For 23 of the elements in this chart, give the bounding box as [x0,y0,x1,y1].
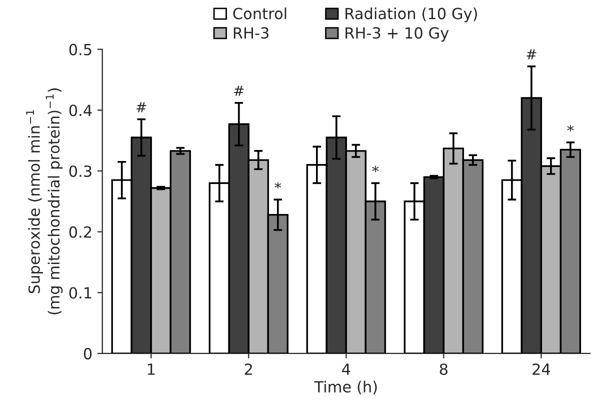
y-tick-label: 0.4 [69,104,92,116]
y-tick-label: 0.3 [69,165,92,177]
y-tick-label: 0.2 [69,226,92,238]
y-tick-label: 0.5 [69,44,92,56]
x-tick-label: 1 [148,364,155,375]
x-tick-label: 4 [342,364,350,375]
x-tick-label: 24 [532,363,550,375]
legend-label: RH-3 + 10 Gy [346,27,449,42]
annotation: # [234,86,244,96]
legend-label: RH-3 [234,27,268,39]
annotation: # [136,102,146,112]
text: Superoxide (nmol min$^{−1}$ (mg mitochondrial protein)$^{−1}$) [26,88,63,314]
x-tick-label: 2 [244,363,252,375]
x-axis-title: Time (h) [314,380,377,394]
legend-label: Control [233,7,286,20]
annotation: * [274,182,282,189]
y-tick-label: 0.1 [69,287,92,299]
annotation: * [372,166,379,172]
y-tick-label: 0 [84,348,92,360]
annotation: # [526,49,536,60]
annotation: * [567,125,574,132]
x-tick-label: 8 [440,363,448,376]
legend-label: Radiation (10 Gy) [346,7,477,22]
